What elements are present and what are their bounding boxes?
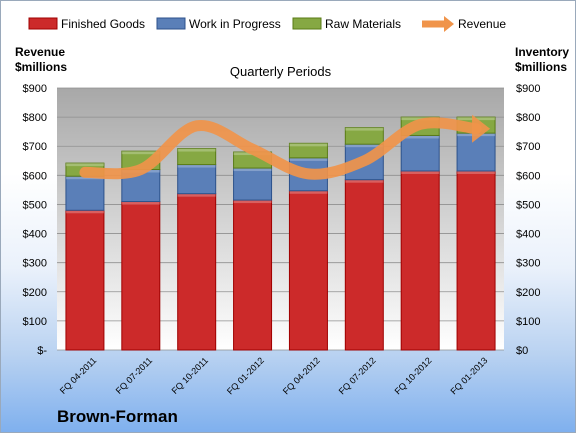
bar-highlight — [121, 151, 160, 155]
company-label: Brown-Forman — [57, 407, 178, 426]
left-tick-label: $- — [37, 345, 47, 357]
right-axis-title-line2: $millions — [515, 60, 567, 74]
bar-highlight — [401, 170, 440, 174]
bar-raw-materials — [288, 142, 328, 159]
bar-work-in-progress — [65, 175, 105, 211]
bar-finished-goods — [344, 179, 384, 351]
left-tick-label: $800 — [23, 112, 47, 124]
right-tick-label: $600 — [516, 170, 540, 182]
left-tick-label: $500 — [23, 199, 47, 211]
left-tick-label: $600 — [23, 170, 47, 182]
chart-title: Quarterly Periods — [230, 64, 332, 79]
bar-highlight — [401, 117, 440, 121]
x-tick-label: FQ 10-2012 — [393, 355, 434, 396]
right-tick-label: $0 — [516, 345, 528, 357]
left-axis-ticks: $- $100 $200 $300 $400 $500 $600 $700 $800 $900 — [23, 83, 48, 357]
legend: Finished Goods Work in Progress Raw Materi… — [28, 16, 506, 32]
x-tick-label: FQ 01-2012 — [225, 355, 266, 396]
bar-highlight — [121, 201, 160, 205]
right-tick-label: $700 — [516, 141, 540, 153]
left-tick-label: $100 — [23, 316, 47, 328]
bar-finished-goods — [233, 199, 273, 351]
bar-highlight — [233, 200, 272, 204]
bar-work-in-progress — [233, 167, 273, 201]
right-tick-label: $800 — [516, 112, 540, 124]
bar-raw-materials — [344, 127, 384, 145]
left-axis-title-line2: $millions — [15, 60, 67, 74]
bar-work-in-progress — [400, 134, 440, 172]
legend-label-work-in-progress: Work in Progress — [189, 17, 281, 31]
bar-highlight — [457, 170, 496, 174]
bar-raw-materials — [177, 148, 217, 166]
bar-highlight — [233, 168, 272, 172]
right-tick-label: $400 — [516, 229, 540, 241]
legend-label-revenue: Revenue — [458, 17, 506, 31]
x-tick-label: FQ 10-2011 — [170, 355, 211, 396]
bar-highlight — [65, 210, 104, 214]
right-tick-label: $300 — [516, 258, 540, 270]
legend-label-raw-materials: Raw Materials — [325, 17, 401, 31]
left-tick-label: $300 — [23, 258, 47, 270]
left-tick-label: $200 — [23, 287, 47, 299]
bar-highlight — [177, 164, 216, 168]
x-tick-label: FQ 01-2013 — [448, 355, 489, 396]
bar-highlight — [289, 143, 328, 147]
x-tick-label: FQ 04-2012 — [281, 355, 322, 396]
bar-finished-goods — [400, 170, 440, 351]
bar-work-in-progress — [177, 164, 217, 195]
right-tick-label: $100 — [516, 316, 540, 328]
right-axis-ticks: $0 $100 $200 $300 $400 $500 $600 $700 $800 $900 — [516, 83, 540, 357]
x-tick-label: FQ 07-2012 — [337, 355, 378, 396]
bar-highlight — [289, 157, 328, 161]
bar-highlight — [345, 179, 384, 183]
bar-finished-goods — [121, 201, 161, 351]
legend-swatch-raw-materials — [292, 17, 322, 30]
right-axis-title-line1: Inventory — [515, 45, 569, 59]
bar-finished-goods — [177, 193, 217, 351]
right-tick-label: $900 — [516, 83, 540, 95]
right-tick-label: $500 — [516, 199, 540, 211]
x-tick-label: FQ 07-2011 — [114, 355, 155, 396]
bar-highlight — [177, 193, 216, 197]
right-tick-label: $200 — [516, 287, 540, 299]
bar-highlight — [177, 148, 216, 152]
legend-swatch-work-in-progress — [156, 17, 186, 30]
legend-swatch-finished-goods — [28, 17, 58, 30]
left-tick-label: $900 — [23, 83, 47, 95]
legend-arrowhead — [444, 16, 454, 32]
left-tick-label: $700 — [23, 141, 47, 153]
revenue-line-arrowhead — [472, 114, 491, 143]
revenue-line-series — [79, 114, 491, 180]
legend-label-finished-goods: Finished Goods — [61, 17, 145, 31]
x-axis-ticks: FQ 04-2011 FQ 07-2011 FQ 10-2011 FQ 01-2012… — [58, 355, 490, 396]
bar-highlight — [345, 127, 384, 131]
bar-finished-goods — [288, 190, 328, 351]
bar-highlight — [401, 135, 440, 139]
revenue-line — [79, 117, 482, 180]
bar-highlight — [289, 190, 328, 194]
bar-highlight — [345, 144, 384, 148]
bar-finished-goods — [65, 209, 105, 351]
left-axis-title-line1: Revenue — [15, 45, 65, 59]
x-tick-label: FQ 04-2011 — [58, 355, 99, 396]
left-tick-label: $400 — [23, 229, 47, 241]
bar-highlight — [65, 163, 104, 167]
bar-finished-goods — [456, 170, 496, 351]
